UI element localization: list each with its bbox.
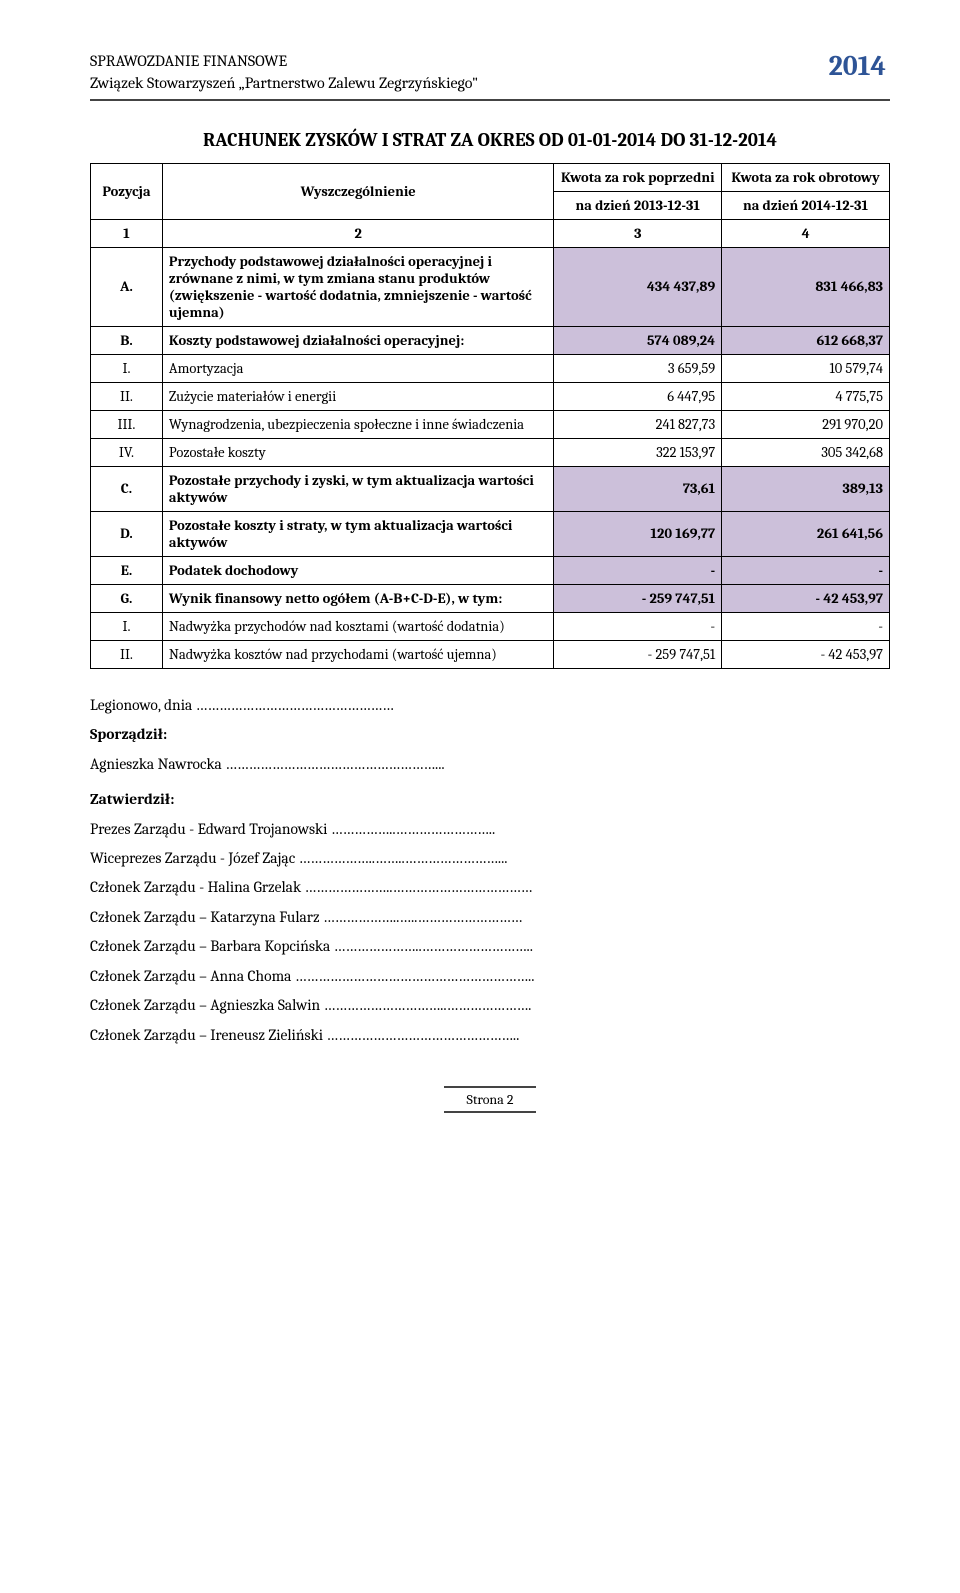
table-row: G.Wynik finansowy netto ogółem (A-B+C-D-…	[91, 584, 890, 612]
cell-pos: III.	[91, 410, 163, 438]
cell-desc: Koszty podstawowej działalności operacyj…	[162, 326, 554, 354]
th-col1-top: Kwota za rok poprzedni	[554, 163, 722, 191]
table-row: III.Wynagrodzenia, ubezpieczenia społecz…	[91, 410, 890, 438]
signature-line: Prezes Zarządu - Edward Trojanowski ……………	[90, 815, 890, 844]
page-title: RACHUNEK ZYSKÓW I STRAT ZA OKRES OD 01-0…	[90, 129, 890, 151]
th-num-4: 4	[722, 219, 890, 247]
cell-v2: 261 641,56	[722, 511, 890, 556]
th-col2-sub: na dzień 2014-12-31	[722, 191, 890, 219]
cell-desc: Pozostałe przychody i zyski, w tym aktua…	[162, 466, 554, 511]
header-left: SPRAWOZDANIE FINANSOWE Związek Stowarzys…	[90, 50, 478, 95]
cell-pos: G.	[91, 584, 163, 612]
signature-line: Członek Zarządu – Agnieszka Salwin ………………	[90, 991, 890, 1020]
footer: Strona 2	[90, 1080, 890, 1113]
header-title: SPRAWOZDANIE FINANSOWE	[90, 50, 478, 72]
signature-line: Członek Zarządu – Ireneusz Zieliński …………	[90, 1021, 890, 1050]
cell-pos: E.	[91, 556, 163, 584]
th-wyszcz: Wyszczególnienie	[162, 163, 554, 219]
cell-v1: -	[554, 556, 722, 584]
cell-v2: -	[722, 556, 890, 584]
table-row: I.Nadwyżka przychodów nad kosztami (wart…	[91, 612, 890, 640]
cell-pos: I.	[91, 612, 163, 640]
cell-desc: Amortyzacja	[162, 354, 554, 382]
cell-pos: D.	[91, 511, 163, 556]
table-row: IV.Pozostałe koszty322 153,97305 342,68	[91, 438, 890, 466]
table-row: II.Nadwyżka kosztów nad przychodami (war…	[91, 640, 890, 668]
cell-v1: 434 437,89	[554, 247, 722, 326]
th-num-2: 2	[162, 219, 554, 247]
cell-v1: 322 153,97	[554, 438, 722, 466]
cell-v2: 4 775,75	[722, 382, 890, 410]
cell-v2: 305 342,68	[722, 438, 890, 466]
cell-pos: A.	[91, 247, 163, 326]
cell-pos: B.	[91, 326, 163, 354]
cell-desc: Nadwyżka przychodów nad kosztami (wartoś…	[162, 612, 554, 640]
prepared-label: Sporządził:	[90, 720, 890, 749]
table-row: II.Zużycie materiałów i energii6 447,954…	[91, 382, 890, 410]
cell-v1: - 259 747,51	[554, 640, 722, 668]
cell-v2: 389,13	[722, 466, 890, 511]
table-row: I.Amortyzacja3 659,5910 579,74	[91, 354, 890, 382]
table-head: Pozycja Wyszczególnienie Kwota za rok po…	[91, 163, 890, 247]
cell-pos: II.	[91, 640, 163, 668]
signatures-block: Legionowo, dnia …………………………………………… Sporzą…	[90, 691, 890, 1050]
cell-desc: Wynik finansowy netto ogółem (A-B+C-D-E)…	[162, 584, 554, 612]
cell-v1: 574 089,24	[554, 326, 722, 354]
signature-lines: Prezes Zarządu - Edward Trojanowski ……………	[90, 815, 890, 1051]
table-row: D.Pozostałe koszty i straty, w tym aktua…	[91, 511, 890, 556]
cell-pos: C.	[91, 466, 163, 511]
place-line: Legionowo, dnia ……………………………………………	[90, 691, 890, 720]
cell-v1: 241 827,73	[554, 410, 722, 438]
cell-desc: Nadwyżka kosztów nad przychodami (wartoś…	[162, 640, 554, 668]
signature-line: Wiceprezes Zarządu - Józef Zając ……………….…	[90, 844, 890, 873]
cell-desc: Pozostałe koszty	[162, 438, 554, 466]
cell-v2: - 42 453,97	[722, 584, 890, 612]
prepared-name: Agnieszka Nawrocka ………………………………………………...	[90, 750, 890, 779]
cell-v1: - 259 747,51	[554, 584, 722, 612]
table-row: A.Przychody podstawowej działalności ope…	[91, 247, 890, 326]
header-year: 2014	[829, 50, 890, 82]
cell-pos: II.	[91, 382, 163, 410]
th-col2-top: Kwota za rok obrotowy	[722, 163, 890, 191]
th-pozycja: Pozycja	[91, 163, 163, 219]
document-header: SPRAWOZDANIE FINANSOWE Związek Stowarzys…	[90, 50, 890, 101]
document-page: SPRAWOZDANIE FINANSOWE Związek Stowarzys…	[0, 0, 960, 1143]
cell-desc: Przychody podstawowej działalności opera…	[162, 247, 554, 326]
cell-v1: -	[554, 612, 722, 640]
page-number: Strona 2	[444, 1086, 535, 1113]
table-row: E.Podatek dochodowy--	[91, 556, 890, 584]
th-col1-sub: na dzień 2013-12-31	[554, 191, 722, 219]
cell-desc: Podatek dochodowy	[162, 556, 554, 584]
cell-desc: Wynagrodzenia, ubezpieczenia społeczne i…	[162, 410, 554, 438]
table-body: A.Przychody podstawowej działalności ope…	[91, 247, 890, 668]
cell-v1: 3 659,59	[554, 354, 722, 382]
cell-v2: - 42 453,97	[722, 640, 890, 668]
signature-line: Członek Zarządu – Katarzyna Fularz ………………	[90, 903, 890, 932]
income-statement-table: Pozycja Wyszczególnienie Kwota za rok po…	[90, 163, 890, 669]
approved-label: Zatwierdził:	[90, 785, 890, 814]
th-num-1: 1	[91, 219, 163, 247]
cell-v2: 612 668,37	[722, 326, 890, 354]
cell-desc: Zużycie materiałów i energii	[162, 382, 554, 410]
signature-line: Członek Zarządu - Halina Grzelak ……………………	[90, 873, 890, 902]
cell-v2: -	[722, 612, 890, 640]
header-subtitle: Związek Stowarzyszeń „Partnerstwo Zalewu…	[90, 72, 478, 94]
table-row: B.Koszty podstawowej działalności operac…	[91, 326, 890, 354]
cell-v1: 120 169,77	[554, 511, 722, 556]
signature-line: Członek Zarządu – Barbara Kopcińska ……………	[90, 932, 890, 961]
cell-v2: 10 579,74	[722, 354, 890, 382]
cell-v2: 831 466,83	[722, 247, 890, 326]
table-row: C.Pozostałe przychody i zyski, w tym akt…	[91, 466, 890, 511]
cell-desc: Pozostałe koszty i straty, w tym aktuali…	[162, 511, 554, 556]
cell-pos: IV.	[91, 438, 163, 466]
cell-v1: 6 447,95	[554, 382, 722, 410]
cell-v1: 73,61	[554, 466, 722, 511]
signature-line: Członek Zarządu – Anna Choma ………………………………	[90, 962, 890, 991]
cell-pos: I.	[91, 354, 163, 382]
th-num-3: 3	[554, 219, 722, 247]
cell-v2: 291 970,20	[722, 410, 890, 438]
